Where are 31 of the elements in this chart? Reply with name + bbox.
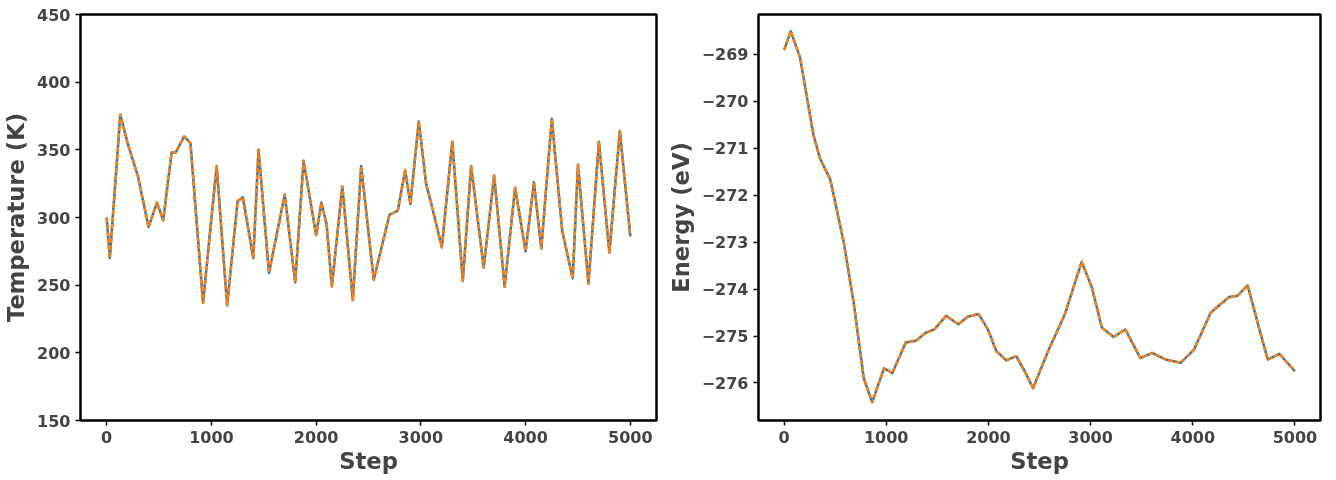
x-tick-label: 1000 (863, 427, 909, 447)
x-tick-label: 2000 (293, 427, 339, 447)
y-tick-label: −276 (701, 373, 749, 393)
x-tick-label: 2000 (966, 427, 1011, 447)
x-tick-label: 3000 (398, 427, 444, 447)
y-axis-title: Energy (eV) (667, 142, 694, 293)
y-tick-label: 400 (37, 73, 71, 93)
y-tick-label: 250 (37, 276, 71, 296)
y-tick-label: 300 (37, 208, 71, 228)
x-tick-label: 5000 (608, 427, 653, 447)
y-tick-label: −272 (701, 186, 749, 206)
y-tick-label: 150 (37, 411, 71, 431)
y-tick-label: −274 (701, 280, 749, 300)
y-tick-label: 450 (37, 5, 71, 25)
y-tick-label: −269 (701, 45, 749, 65)
x-tick-label: 4000 (1170, 427, 1216, 447)
y-tick-label: −271 (701, 139, 749, 159)
x-tick-label: 3000 (1068, 427, 1113, 447)
x-tick-label: 1000 (189, 427, 234, 447)
y-axis-title: Temperature (K) (3, 112, 30, 323)
x-tick-label: 4000 (503, 427, 548, 447)
y-tick-label: 200 (37, 343, 71, 363)
x-axis-title: Step (339, 447, 398, 474)
x-tick-label: 5000 (1272, 427, 1318, 447)
x-axis-title: Step (1010, 447, 1069, 474)
y-tick-label: −275 (701, 327, 749, 347)
y-tick-label: −273 (701, 233, 749, 253)
y-tick-label: −270 (701, 92, 749, 112)
x-tick-label: 0 (101, 427, 113, 447)
y-tick-label: 350 (37, 140, 71, 160)
x-tick-label: 0 (778, 427, 790, 447)
